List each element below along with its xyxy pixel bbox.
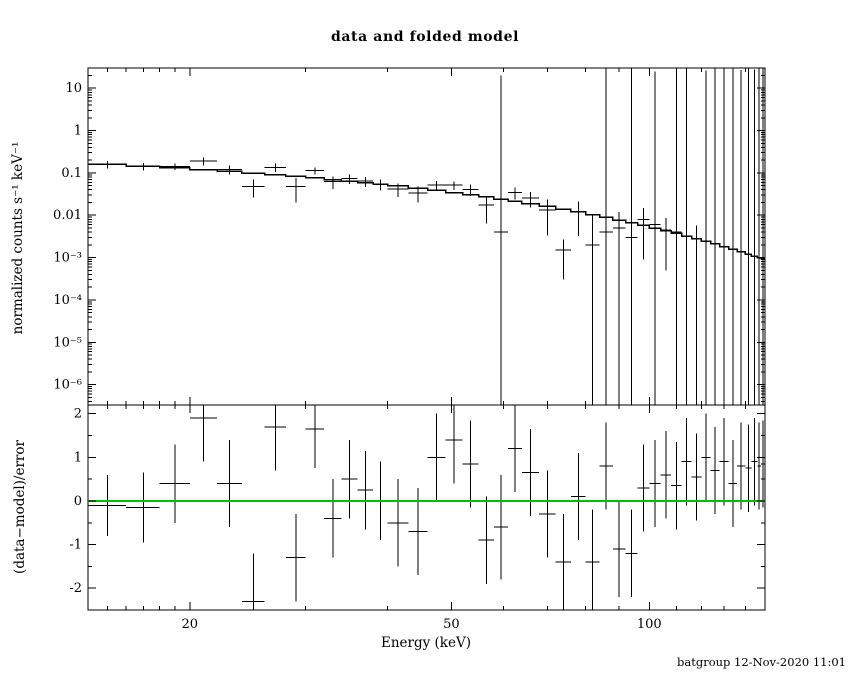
bottom-y-tick-label: 0 bbox=[74, 494, 82, 509]
bottom-y-tick-label: 1 bbox=[74, 450, 82, 465]
x-tick-label: 100 bbox=[637, 617, 662, 632]
x-tick-label: 50 bbox=[443, 617, 460, 632]
top-y-tick-label: 1 bbox=[74, 124, 82, 139]
spectrum-data-series bbox=[88, 68, 765, 405]
top-y-tick-label: 10⁻⁵ bbox=[53, 335, 82, 350]
footer-stamp: batgroup 12-Nov-2020 11:01 bbox=[677, 655, 846, 669]
top-y-tick-label: 10⁻³ bbox=[53, 251, 82, 266]
top-y-tick-label: 10 bbox=[65, 81, 82, 96]
model-line bbox=[88, 163, 765, 260]
residual-data-series bbox=[88, 405, 765, 610]
top-y-tick-label: 10⁻⁶ bbox=[53, 378, 82, 393]
top-y-tick-label: 0.1 bbox=[61, 166, 82, 181]
top-y-tick-label: 10⁻⁴ bbox=[53, 293, 82, 308]
top-y-tick-label: 0.01 bbox=[53, 208, 82, 223]
x-axis-label: Energy (keV) bbox=[381, 635, 471, 651]
bottom-y-tick-label: -1 bbox=[69, 538, 82, 553]
top-y-axis-label: normalized counts s⁻¹ keV⁻¹ bbox=[10, 142, 26, 335]
bottom-y-tick-label: -2 bbox=[69, 581, 82, 596]
chart-title: data and folded model bbox=[331, 29, 519, 45]
axes-frame bbox=[87, 67, 766, 611]
bottom-y-tick-label: 2 bbox=[74, 407, 82, 422]
bottom-y-axis-label: (data−model)/error bbox=[12, 440, 28, 574]
tick-labels: 20 50 100 10⁻⁶ 10⁻⁵ 10⁻⁴ 10⁻³ 0.01 0.1 1 10 -2 -1 0 1 2 bbox=[53, 81, 662, 632]
x-tick-label: 20 bbox=[182, 617, 199, 632]
